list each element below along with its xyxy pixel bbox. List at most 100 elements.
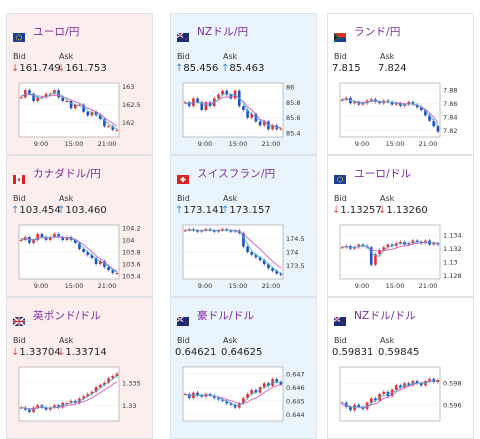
pair-title[interactable]: ユーロ/ドル (354, 167, 412, 180)
candle-body (369, 247, 373, 265)
rate-card[interactable]: カナダドル/円 Bid Ask ↑103.454 ↑103.460 104.2 104 103… (6, 155, 153, 297)
candle-body (229, 403, 233, 405)
ask-value-text: 7.824 (378, 63, 407, 74)
candle-body (196, 98, 199, 103)
plot-frame (18, 82, 120, 138)
arrow-up-icon: ↑ (11, 205, 20, 216)
ma-line-fast (184, 381, 281, 406)
candle-body (111, 376, 115, 379)
candle-body (225, 400, 229, 404)
candle-body (436, 379, 440, 383)
pair-title[interactable]: カナダドル/円 (33, 167, 101, 180)
x-tick-label: 21:00 (98, 140, 117, 148)
candle-body (90, 391, 94, 394)
pair-title[interactable]: スイスフラン/円 (197, 167, 276, 180)
card-header: NZドル/ドル (333, 307, 416, 326)
rate-card[interactable]: NZドル/ドル Bid Ask 0.59831 0.59845 0.598 0.596 (327, 297, 474, 439)
y-tick-label: 0.598 (443, 380, 462, 388)
candle-body (115, 129, 119, 131)
candle-body (208, 394, 212, 396)
candle-body (386, 244, 390, 248)
candle-body (254, 254, 258, 258)
rate-card[interactable]: NZドル/円 Bid Ask ↑85.456 ↑85.463 86 85.8 85.6 85.4… (170, 13, 317, 155)
rate-card[interactable]: スイスフラン/円 Bid Ask ↑173.141 ↑173.157 174.5 174 17… (170, 155, 317, 297)
bid-value-text: 0.59831 (332, 347, 374, 358)
candle-body (98, 115, 102, 119)
ask-label: Ask (223, 336, 238, 345)
price-chart: 0.598 0.596 (338, 365, 466, 435)
candle-body (415, 104, 419, 108)
y-tick-label: 0.646 (286, 384, 305, 392)
pair-title[interactable]: 豪ドル/ドル (197, 309, 255, 322)
candle-body (246, 110, 249, 118)
candle-body (233, 404, 237, 408)
rate-card[interactable]: 豪ドル/ドル Bid Ask 0.64621 0.64625 0.647 0.646 0.64… (170, 297, 317, 439)
candle-body (378, 101, 381, 104)
ma-line-fast (184, 92, 281, 129)
candle-body (200, 395, 204, 397)
candle-body (98, 385, 102, 388)
candle-body (90, 255, 94, 258)
candle-body (407, 101, 411, 105)
y-tick-label: 174 (286, 249, 298, 257)
candle-body (61, 237, 65, 240)
candle-body (415, 240, 419, 242)
card-header: ユーロ/ドル (334, 165, 412, 184)
pair-title[interactable]: NZドル/ドル (354, 309, 416, 322)
rate-grid: ユーロ/円 Bid Ask ↓161.749 ↓161.753 163 162.5 162 9:… (6, 13, 474, 439)
y-tick-label: 174.5 (286, 235, 305, 243)
candle-body (403, 104, 406, 106)
candle-body (212, 230, 216, 232)
rate-card[interactable]: ランド/円 Bid Ask 7.815 7.824 7.88 7.86 7.84 7.82 9:0… (327, 13, 474, 155)
candle-body (111, 126, 115, 130)
candle-body (271, 125, 274, 130)
candle-body (107, 378, 110, 383)
pair-title[interactable]: ユーロ/円 (33, 25, 80, 38)
chart-svg: 1.335 1.33 (18, 366, 141, 422)
bid-value: ↓1.13257 (332, 205, 382, 216)
x-tick-label: 15:00 (65, 140, 84, 148)
ask-value: ↑173.157 (221, 205, 271, 216)
ask-value: ↑85.463 (221, 63, 264, 74)
ask-label: Ask (380, 194, 395, 203)
ask-value-text: 85.463 (229, 63, 265, 74)
arrow-down-icon: ↓ (332, 205, 341, 216)
candle-body (57, 234, 60, 237)
y-tick-label: 1.33 (122, 402, 136, 410)
x-tick-label: 21:00 (262, 140, 281, 148)
pair-title[interactable]: 英ポンド/ドル (33, 309, 101, 322)
rate-card[interactable]: ユーロ/円 Bid Ask ↓161.749 ↓161.753 163 162.5 162 9:… (6, 13, 153, 155)
x-tick-label: 9:00 (198, 282, 213, 290)
ask-label: Ask (380, 336, 395, 345)
candle-body (183, 230, 187, 232)
candle-body (399, 385, 402, 388)
bid-label: Bid (177, 336, 190, 345)
bid-value-text: 0.64621 (175, 347, 217, 358)
nz-flag-icon (333, 311, 346, 326)
y-tick-label: 104 (122, 237, 134, 245)
candle-body (432, 243, 436, 245)
rate-card[interactable]: 英ポンド/ドル Bid Ask ↓1.33704 ↓1.33714 1.335 1.33 (6, 297, 153, 439)
price-chart: 163 162.5 162 9:00 15:00 21:00 (17, 81, 145, 151)
candle-body (262, 121, 266, 126)
candle-body (61, 97, 65, 101)
ask-value-text: 1.13260 (386, 205, 428, 216)
pair-title[interactable]: NZドル/円 (197, 25, 249, 38)
candle-body (419, 241, 423, 244)
x-tick-label: 9:00 (34, 282, 49, 290)
ma-line-fast (185, 229, 282, 274)
candle-body (340, 402, 344, 404)
candle-body (200, 102, 204, 110)
pair-title[interactable]: ランド/円 (354, 25, 401, 38)
eu-flag-icon (334, 169, 346, 184)
au-flag-icon (176, 311, 189, 326)
candle-body (267, 264, 270, 269)
candle-body (107, 267, 110, 270)
candle-body (53, 405, 56, 408)
za-flag-icon (334, 27, 346, 42)
ch-flag-icon (177, 169, 189, 184)
card-header: 英ポンド/ドル (12, 307, 101, 327)
bid-label: Bid (334, 52, 347, 61)
candle-body (94, 258, 98, 264)
rate-card[interactable]: ユーロ/ドル Bid Ask ↓1.13257 ↓1.13260 1.134 1.132 1.… (327, 155, 474, 297)
